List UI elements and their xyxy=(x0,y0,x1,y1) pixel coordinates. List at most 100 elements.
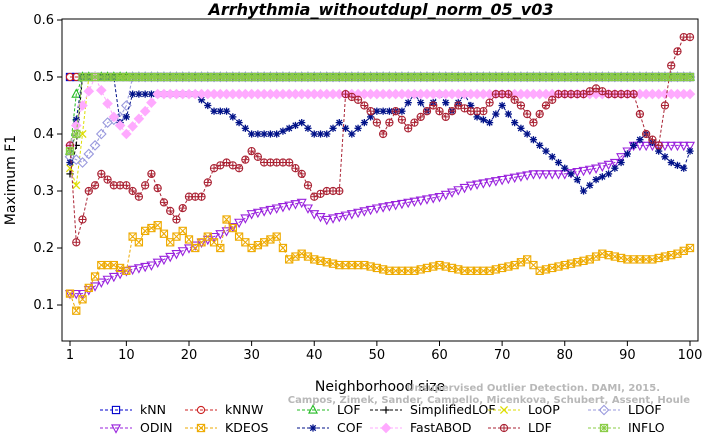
data-point-odin xyxy=(259,207,270,217)
y-tick-label: 0.6 xyxy=(33,13,54,28)
data-point-inflo xyxy=(147,72,156,82)
data-point-ldf xyxy=(97,169,106,179)
data-point-ldf xyxy=(378,129,388,139)
data-point-fastabod xyxy=(83,85,95,97)
data-point-fastabod xyxy=(133,113,145,125)
data-point-odin xyxy=(102,275,113,286)
data-point-ldf xyxy=(234,164,244,173)
x-tick-label: 70 xyxy=(494,348,511,363)
data-point-ldf xyxy=(504,89,513,99)
legend-label: LDF xyxy=(528,420,552,434)
data-point-odin xyxy=(616,153,627,163)
data-point-ldf xyxy=(78,215,87,224)
x-tick-label: 1 xyxy=(66,348,74,363)
data-point-odin xyxy=(183,244,195,254)
data-point-ldf xyxy=(84,186,93,196)
data-point-cof xyxy=(129,90,137,98)
data-point-ldf xyxy=(660,101,670,110)
data-point-inflo xyxy=(65,146,75,156)
data-point-cof xyxy=(485,119,494,127)
data-point-ldf xyxy=(410,118,419,127)
data-point-odin xyxy=(609,158,620,169)
data-point-odin xyxy=(434,193,445,203)
legend-marker-knn xyxy=(111,405,121,415)
data-point-inflo xyxy=(642,72,651,82)
data-point-ldf xyxy=(147,169,156,179)
data-point-odin xyxy=(246,210,257,220)
x-axis: 1 10 20 30 40 50 60 70 80 90 100 xyxy=(66,340,702,363)
data-point-cof xyxy=(630,141,638,149)
legend-marker-simplifiedlof xyxy=(382,406,390,414)
data-point-odin xyxy=(578,166,589,177)
y-tick-label: 0.1 xyxy=(33,298,54,313)
data-point-ldf xyxy=(479,107,488,116)
data-point-odin xyxy=(146,261,157,271)
data-point-odin xyxy=(528,170,539,180)
data-point-odin xyxy=(177,247,188,257)
data-point-ldf xyxy=(629,89,638,99)
data-point-cof xyxy=(66,158,74,167)
data-point-kdeos xyxy=(272,232,281,241)
x-tick-label: 90 xyxy=(619,348,636,363)
data-point-kdeos xyxy=(153,221,162,230)
data-point-odin xyxy=(165,252,176,263)
data-point-ldf xyxy=(178,203,187,213)
data-point-cof xyxy=(298,119,306,127)
data-point-cof xyxy=(611,164,619,172)
data-point-odin xyxy=(459,183,470,194)
data-point-cof xyxy=(567,170,575,178)
watermark-line-2: Campos, Zimek, Sander, Campello, Micenko… xyxy=(288,395,690,406)
legend-marker-loop xyxy=(499,405,509,415)
series-ldof xyxy=(64,71,696,168)
data-point-odin xyxy=(234,218,245,229)
legend-marker-odin xyxy=(110,424,122,434)
data-point-ldof xyxy=(83,148,95,160)
series-ldf xyxy=(65,32,695,247)
data-point-ldof xyxy=(77,157,88,168)
data-point-odin xyxy=(334,213,345,223)
data-point-ldf xyxy=(642,129,651,139)
y-axis-label: Maximum F1 xyxy=(3,135,19,225)
data-point-ldf xyxy=(685,32,695,42)
data-point-odin xyxy=(315,213,326,223)
legend-item-simplifiedlof: SimplifiedLOF xyxy=(370,402,496,417)
data-point-cof xyxy=(385,107,393,115)
y-tick-label: 0.5 xyxy=(33,70,54,85)
data-point-cof xyxy=(598,173,606,181)
data-point-odin xyxy=(503,174,514,185)
data-point-fastabod xyxy=(114,120,126,131)
data-point-ldf xyxy=(529,118,538,127)
data-point-cof xyxy=(492,110,500,118)
data-point-ldf xyxy=(372,118,382,127)
x-tick-label: 10 xyxy=(118,348,135,363)
legend-item-cof: COF xyxy=(297,420,363,434)
data-point-ldf xyxy=(485,98,494,107)
y-tick-label: 0.2 xyxy=(33,241,54,256)
data-point-ldf xyxy=(510,95,519,104)
data-point-fastabod xyxy=(102,98,113,109)
legend-item-inflo: INFLO xyxy=(588,420,665,434)
data-point-odin xyxy=(353,208,364,219)
data-point-cof xyxy=(241,124,249,132)
data-point-cof xyxy=(222,107,231,115)
data-point-cof xyxy=(273,130,281,138)
data-point-odin xyxy=(403,198,414,209)
legend-marker-ldf xyxy=(499,423,509,433)
data-point-odin xyxy=(572,167,583,178)
data-point-kdeos xyxy=(78,295,87,304)
data-point-odin xyxy=(509,173,520,184)
data-point-odin xyxy=(384,202,395,212)
data-point-cof xyxy=(235,119,243,127)
legend-marker-ldof xyxy=(598,404,610,416)
data-point-fastabod xyxy=(96,84,107,96)
data-point-ldf xyxy=(297,169,306,179)
data-point-odin xyxy=(484,178,495,188)
data-point-odin xyxy=(453,186,464,196)
data-point-odin xyxy=(409,197,420,208)
legend-label: FastABOD xyxy=(410,420,472,434)
data-point-ldf xyxy=(172,215,181,224)
data-point-odin xyxy=(396,199,407,210)
data-point-fastabod xyxy=(139,105,151,117)
data-point-cof xyxy=(260,130,268,138)
data-point-odin xyxy=(158,255,169,266)
